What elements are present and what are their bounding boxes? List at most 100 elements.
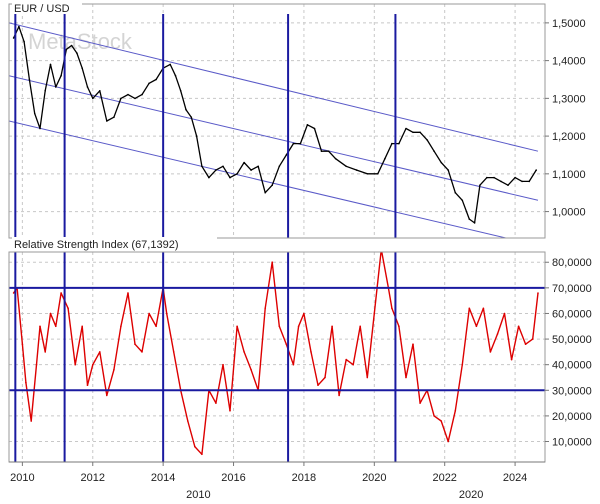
price-point xyxy=(201,165,203,168)
rsi-point xyxy=(359,325,362,328)
rsi-title-bg xyxy=(12,237,217,251)
rsi-point xyxy=(222,363,224,366)
rsi-point xyxy=(155,325,157,328)
price-point xyxy=(419,131,421,134)
price-point xyxy=(384,157,386,160)
price-point xyxy=(535,169,537,171)
channel-line xyxy=(9,22,539,152)
vertical-marker-lines xyxy=(14,14,397,462)
rsi-point xyxy=(297,325,300,328)
rsi-point xyxy=(120,325,122,328)
price-point xyxy=(412,131,414,134)
price-point xyxy=(39,127,41,130)
price-point xyxy=(355,169,358,171)
x-tick-label: 2016 xyxy=(221,472,245,484)
x-tick-label: 2010 xyxy=(10,472,34,484)
price-point xyxy=(327,150,330,152)
price-point xyxy=(148,82,150,85)
rsi-point xyxy=(489,351,492,353)
price-point xyxy=(113,116,115,118)
rsi-point xyxy=(412,343,414,346)
price-point xyxy=(106,120,108,122)
price-point xyxy=(195,135,198,137)
rsi-point xyxy=(510,358,513,361)
rsi-point xyxy=(215,402,217,404)
price-point xyxy=(229,176,231,179)
channel-line xyxy=(9,75,539,201)
rsi-point xyxy=(317,384,319,387)
price-point xyxy=(479,184,481,186)
price-point xyxy=(334,157,337,160)
rsi-point xyxy=(373,312,376,315)
price-point xyxy=(155,78,157,81)
rsi-point xyxy=(250,369,252,371)
price-y-tick-label: 1,5000 xyxy=(552,18,586,30)
rsi-point xyxy=(30,420,32,422)
price-point xyxy=(292,142,295,145)
rsi-point xyxy=(55,325,57,328)
rsi-y-tick-label: 10,0000 xyxy=(552,437,592,449)
price-point xyxy=(141,93,143,96)
price-point xyxy=(243,161,245,164)
price-point xyxy=(299,142,302,145)
price-point xyxy=(285,154,288,156)
x-tick-label: 2024 xyxy=(503,472,527,484)
rsi-point xyxy=(194,445,196,448)
rsi-y-tick-label: 60,0000 xyxy=(552,308,592,320)
rsi-point xyxy=(482,307,485,310)
rsi-point xyxy=(99,351,101,353)
price-point xyxy=(92,97,94,100)
rsi-point xyxy=(292,363,295,366)
price-point xyxy=(278,165,281,168)
x-tick-label: 2018 xyxy=(292,472,316,484)
x-tick-label: 2022 xyxy=(432,472,456,484)
rsi-point xyxy=(338,394,340,397)
rsi-point xyxy=(243,351,245,353)
rsi-point xyxy=(172,351,175,353)
price-y-tick-label: 1,1000 xyxy=(552,169,586,181)
rsi-point xyxy=(503,312,506,315)
rsi-point xyxy=(12,292,15,294)
rsi-point xyxy=(440,420,443,422)
price-point xyxy=(215,169,217,171)
price-point xyxy=(134,97,136,100)
rsi-point xyxy=(127,292,129,294)
rsi-point xyxy=(531,338,534,340)
price-panel-frame xyxy=(8,3,546,239)
price-point xyxy=(28,78,31,81)
price-point xyxy=(44,90,46,92)
rsi-point xyxy=(285,343,288,346)
rsi-point xyxy=(67,307,69,310)
x-secondary-label: 2010 xyxy=(186,489,210,501)
rsi-point xyxy=(524,343,527,346)
price-y-axis: 1,5000 1,4000 1,3000 1,2000 1,1000 1,0000 xyxy=(545,18,586,219)
rsi-y-tick-label: 80,0000 xyxy=(552,257,592,269)
price-point xyxy=(377,173,379,175)
rsi-point xyxy=(405,376,407,379)
rsi-point xyxy=(461,363,464,366)
price-point xyxy=(306,124,309,126)
price-point xyxy=(257,165,260,168)
price-point xyxy=(461,199,464,202)
price-point xyxy=(447,169,450,171)
rsi-point xyxy=(331,325,333,328)
rsi-point xyxy=(345,358,348,361)
rsi-point xyxy=(165,312,168,315)
rsi-point xyxy=(187,420,189,422)
price-point xyxy=(70,44,73,47)
price-point xyxy=(440,161,443,164)
rsi-y-tick-label: 50,0000 xyxy=(552,334,592,346)
rsi-point xyxy=(454,410,457,412)
rsi-y-tick-label: 40,0000 xyxy=(552,360,592,372)
price-point xyxy=(366,173,369,175)
rsi-point xyxy=(537,292,539,294)
price-point xyxy=(500,180,502,183)
price-point xyxy=(49,63,52,66)
price-point xyxy=(493,176,495,179)
rsi-point xyxy=(201,453,203,456)
price-point xyxy=(398,142,400,145)
rsi-point xyxy=(366,376,369,379)
price-point xyxy=(18,25,20,28)
price-point xyxy=(264,191,267,194)
